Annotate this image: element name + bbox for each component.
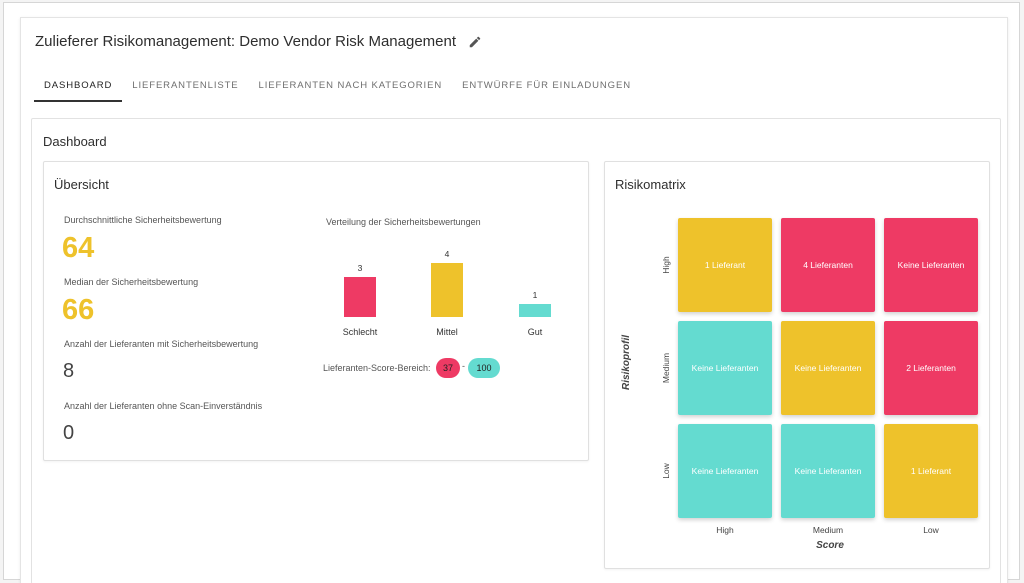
avg-score-value: 64 [62, 232, 95, 264]
page-title-text: Zulieferer Risikomanagement: Demo Vendor… [35, 33, 457, 50]
tab-dashboard[interactable]: DASHBOARD [34, 76, 123, 102]
overview-title: Übersicht [54, 177, 109, 192]
median-score-value: 66 [62, 294, 95, 326]
risk-profile-axis-title: Risikoprofil [621, 334, 632, 390]
rated-vendors-value: 8 [63, 360, 75, 382]
risk-cell-high-medium[interactable]: 4 Lieferanten [781, 218, 875, 312]
risk-profile-label-low: Low [661, 463, 671, 479]
score-label-high: High [716, 525, 734, 535]
dashboard-title: Dashboard [43, 134, 107, 149]
tab-bar: DASHBOARD LIEFERANTENLISTE LIEFERANTEN N… [34, 76, 641, 102]
risk-cell-high-low[interactable]: Keine Lieferanten [884, 218, 978, 312]
overview-card: Übersicht Durchschnittliche Sicherheitsb… [43, 161, 589, 461]
risk-cell-high-high[interactable]: 1 Lieferant [678, 218, 772, 312]
tab-entwuerfe-fuer-einladungen[interactable]: ENTWÜRFE FÜR EINLADUNGEN [462, 80, 631, 91]
distribution-bar-value: 1 [532, 289, 538, 300]
no-scan-vendors-label: Anzahl der Lieferanten ohne Scan-Einvers… [64, 401, 263, 411]
main-card: Zulieferer Risikomanagement: Demo Vendor… [20, 17, 1008, 583]
risk-cell-low-high[interactable]: Keine Lieferanten [678, 424, 772, 518]
tab-lieferantenliste[interactable]: LIEFERANTENLISTE [132, 80, 239, 91]
score-range-label: Lieferanten-Score-Bereich: [323, 363, 431, 373]
page-title: Zulieferer Risikomanagement: Demo Vendor… [35, 33, 482, 50]
distribution-bar-gut [519, 303, 551, 317]
score-label-medium: Medium [812, 525, 844, 535]
risk-profile-label-medium: Medium [661, 352, 671, 384]
distribution-bar-label: Mittel [436, 327, 458, 337]
distribution-bar-schlecht [344, 276, 376, 317]
dashboard-panel: Dashboard Übersicht Durchschnittliche Si… [31, 118, 1001, 583]
score-label-low: Low [923, 525, 939, 535]
distribution-bar-label: Gut [527, 327, 543, 337]
risk-matrix-card: Risikomatrix Risikoprofil High 1 Lieferan… [604, 161, 990, 569]
app-frame: Zulieferer Risikomanagement: Demo Vendor… [3, 2, 1020, 583]
avg-score-label: Durchschnittliche Sicherheitsbewertung [64, 215, 222, 225]
risk-cell-medium-low[interactable]: 2 Lieferanten [884, 321, 978, 415]
risk-profile-label-high: High [661, 256, 671, 274]
score-range-separator: - [462, 361, 465, 371]
distribution-bar-mittel [431, 263, 463, 317]
tab-lieferanten-nach-kategorien[interactable]: LIEFERANTEN NACH KATEGORIEN [258, 80, 443, 91]
distribution-title: Verteilung der Sicherheitsbewertungen [326, 217, 481, 227]
risk-cell-low-low[interactable]: 1 Lieferant [884, 424, 978, 518]
median-score-label: Median der Sicherheitsbewertung [64, 277, 199, 287]
distribution-bar-label: Schlecht [342, 327, 378, 337]
score-range-max: 100 [468, 358, 500, 378]
distribution-bar-value: 4 [444, 249, 450, 259]
pencil-edit-icon[interactable] [468, 35, 482, 49]
risk-cell-low-medium[interactable]: Keine Lieferanten [781, 424, 875, 518]
no-scan-vendors-value: 0 [63, 422, 75, 444]
score-range-min: 37 [436, 358, 460, 378]
distribution-bar-value: 3 [357, 262, 363, 273]
score-axis-title: Score [816, 540, 844, 551]
risk-matrix-title: Risikomatrix [615, 177, 686, 192]
rated-vendors-label: Anzahl der Lieferanten mit Sicherheitsbe… [64, 339, 259, 349]
risk-cell-medium-high[interactable]: Keine Lieferanten [678, 321, 772, 415]
risk-cell-medium-medium[interactable]: Keine Lieferanten [781, 321, 875, 415]
